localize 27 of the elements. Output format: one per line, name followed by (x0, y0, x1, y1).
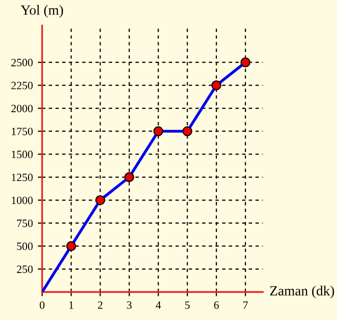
x-tick-label: 5 (185, 301, 190, 309)
x-tick-label: 4 (156, 301, 161, 309)
y-tick-label: 2000 (11, 104, 33, 112)
y-tick-label: 500 (17, 242, 33, 250)
point (66, 241, 76, 252)
y-tick-label: 1250 (12, 174, 33, 182)
y-tick-label: 2500 (11, 58, 33, 66)
x-axis-title: Zaman (dk) (270, 286, 334, 298)
y-tick-label: 750 (17, 220, 33, 228)
point (124, 172, 134, 182)
y-axis-title: Yol (m) (20, 5, 63, 18)
point (182, 126, 192, 136)
x-tick-label: 7 (243, 301, 248, 309)
y-tick-label: 2250 (11, 82, 33, 90)
point (211, 80, 222, 90)
point (240, 57, 250, 68)
x-tick-label: 1 (69, 301, 74, 309)
y-tick-label: 250 (16, 266, 33, 273)
point (153, 126, 164, 136)
y-tick-label: 1500 (12, 150, 33, 158)
x-tick-label: 0 (40, 301, 44, 309)
y-tick-label: 1000 (12, 196, 33, 204)
point (95, 195, 106, 206)
y-tick-label: 1750 (12, 128, 33, 136)
x-tick-label: 2 (98, 301, 102, 309)
x-tick-label: 6 (214, 301, 219, 309)
x-tick-label: 3 (127, 301, 132, 309)
